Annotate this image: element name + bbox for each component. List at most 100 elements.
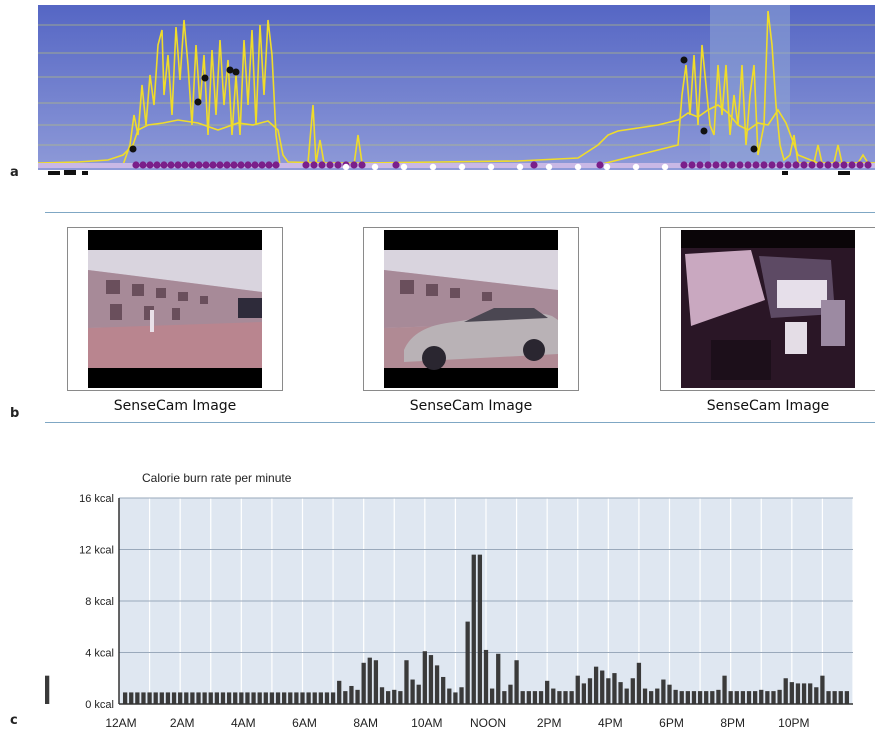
calorie-bar — [239, 692, 244, 704]
location-dot — [272, 161, 280, 169]
calorie-bar — [208, 692, 213, 704]
calorie-bar — [551, 688, 556, 704]
calorie-bar — [771, 691, 776, 704]
calorie-bar — [649, 691, 654, 704]
calorie-bar — [245, 692, 250, 704]
location-dot — [720, 161, 728, 169]
x-tick-label: NOON — [470, 716, 506, 730]
location-dot — [400, 163, 408, 171]
calorie-bar — [269, 692, 275, 704]
calorie-bar — [220, 692, 226, 704]
panel-label-a: a — [10, 165, 19, 180]
calorie-bar — [373, 660, 379, 704]
location-dot — [244, 161, 252, 169]
calorie-bar — [288, 692, 293, 704]
location-dot — [712, 161, 720, 169]
location-dot — [251, 161, 259, 169]
location-dot — [680, 161, 688, 169]
calorie-bar — [202, 692, 207, 704]
location-dot — [688, 161, 696, 169]
strip-bottom-border — [45, 422, 875, 423]
calorie-bar — [520, 691, 525, 704]
calorie-bar — [214, 692, 220, 704]
location-dot — [195, 161, 203, 169]
timeline-bottom-glyphs — [48, 170, 850, 175]
y-tick-label: 4 kcal — [85, 648, 114, 660]
calorie-bar — [612, 673, 617, 704]
calorie-bar — [300, 692, 305, 704]
x-tick-label: 4AM — [231, 716, 256, 730]
location-dot — [744, 161, 752, 169]
thumbnail-3[interactable] — [660, 227, 875, 391]
calorie-bar — [159, 692, 164, 704]
calorie-bar — [630, 678, 635, 704]
calorie-bar — [147, 692, 152, 704]
calorie-bar — [165, 692, 171, 704]
thumbnail-2-caption: SenseCam Image — [409, 398, 533, 414]
calorie-bar — [428, 655, 434, 704]
calorie-bar — [691, 691, 697, 704]
calorie-bar — [545, 680, 550, 704]
location-dot — [392, 161, 400, 169]
calorie-bar — [355, 689, 360, 704]
location-dot — [429, 163, 437, 171]
calorie-bar — [422, 651, 427, 704]
location-dot — [167, 161, 175, 169]
location-dot — [371, 163, 379, 171]
calorie-bar — [789, 682, 794, 704]
thumbnail-3-caption: SenseCam Image — [706, 398, 830, 414]
calorie-bar — [330, 692, 336, 704]
x-tick-label: 2AM — [170, 716, 195, 730]
x-tick-label: 10PM — [778, 716, 809, 730]
location-dot-track — [38, 161, 875, 171]
calorie-bar — [844, 691, 850, 704]
location-dot — [216, 161, 224, 169]
calorie-bar — [337, 680, 342, 704]
calorie-bar — [343, 691, 348, 704]
calorie-bar — [587, 678, 593, 704]
calorie-bar — [606, 678, 611, 704]
calorie-bar — [655, 688, 660, 704]
location-dot — [792, 161, 800, 169]
calorie-bar — [795, 683, 801, 704]
location-dot — [824, 161, 832, 169]
calorie-bar — [814, 687, 819, 704]
calorie-bar — [508, 684, 513, 704]
dot-track-band — [38, 163, 875, 168]
location-dot — [188, 161, 196, 169]
calorie-bar — [532, 691, 538, 704]
calorie-bar — [312, 692, 317, 704]
calorie-bar — [226, 692, 232, 704]
thumbnail-1-caption: SenseCam Image — [113, 398, 237, 414]
calorie-bar — [557, 691, 562, 704]
calorie-bar — [716, 689, 721, 704]
location-dot — [160, 161, 168, 169]
calorie-bar — [45, 675, 50, 704]
calorie-bar — [379, 687, 385, 704]
strip-top-border — [45, 212, 875, 213]
calorie-bar — [832, 691, 837, 704]
location-dot — [704, 161, 712, 169]
calorie-bar — [496, 653, 501, 704]
calorie-bar — [318, 692, 323, 704]
x-tick-labels: 12AM 2AM 4AM 6AM 8AM 10AM NOON 2PM 4PM 6PM 8PM 10PM — [105, 716, 809, 730]
calorie-bar — [734, 691, 739, 704]
location-dot — [139, 161, 147, 169]
y-tick-label: 16 kcal — [79, 493, 114, 505]
location-dot — [265, 161, 273, 169]
location-dot — [202, 161, 210, 169]
calorie-bar — [471, 554, 476, 704]
thumbnail-2[interactable] — [363, 227, 579, 391]
calorie-bar — [563, 691, 568, 704]
calorie-bar — [141, 692, 146, 704]
calorie-bar — [704, 691, 709, 704]
thumbnail-1[interactable] — [67, 227, 283, 391]
location-dot — [153, 161, 161, 169]
x-tick-label: 10AM — [411, 716, 442, 730]
calorie-bar — [593, 666, 599, 704]
location-dot — [302, 161, 310, 169]
location-dot — [856, 161, 864, 169]
location-dot — [516, 163, 524, 171]
calorie-bar — [759, 689, 764, 704]
calorie-bar — [324, 692, 330, 704]
